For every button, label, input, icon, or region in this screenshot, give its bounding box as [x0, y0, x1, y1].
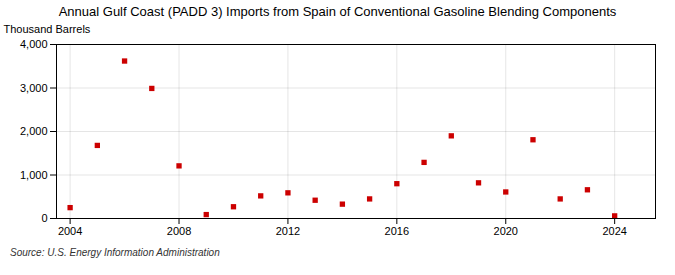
svg-text:2012: 2012 [276, 225, 300, 237]
svg-text:2020: 2020 [494, 225, 518, 237]
svg-text:1,000: 1,000 [20, 169, 48, 181]
svg-text:0: 0 [41, 212, 47, 224]
svg-text:2008: 2008 [167, 225, 191, 237]
html-text:Annual Gulf Coast (PADD 3) Imp: Annual Gulf Coast (PADD 3) Imports from … [58, 4, 617, 19]
svg-text:Thousand Barrels: Thousand Barrels [4, 23, 91, 35]
svg-text:2024: 2024 [602, 225, 626, 237]
html-text:Source: U.S. Energy Informatio: Source: U.S. Energy Information Administ… [10, 247, 220, 258]
svg-text:3,000: 3,000 [20, 82, 48, 94]
svg-text:2004: 2004 [58, 225, 82, 237]
svg-text:2,000: 2,000 [20, 125, 48, 137]
svg-text:2016: 2016 [385, 225, 409, 237]
svg-text:4,000: 4,000 [20, 38, 48, 50]
